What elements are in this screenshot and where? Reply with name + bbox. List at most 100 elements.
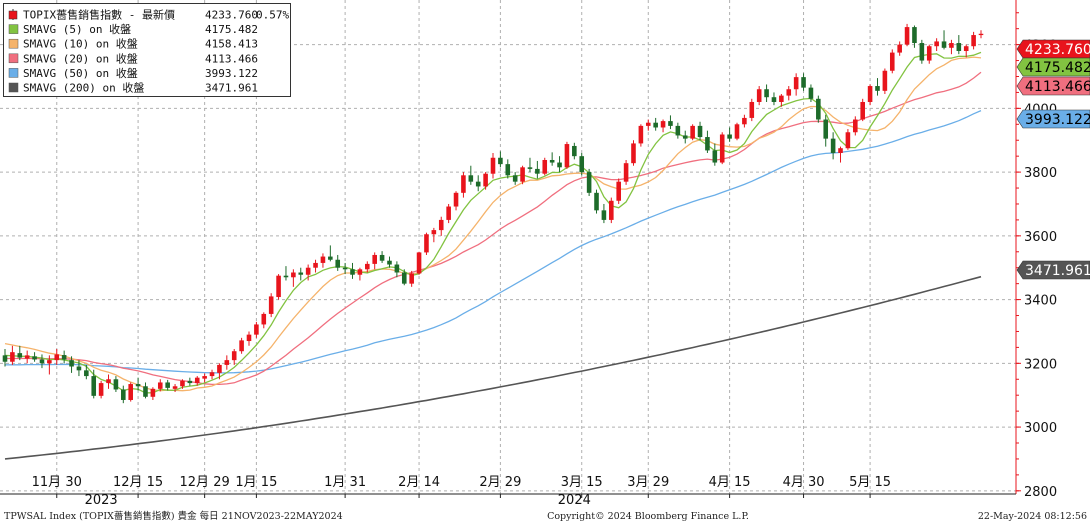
candle-icon xyxy=(8,10,18,20)
candle-body xyxy=(39,359,45,364)
candle xyxy=(660,119,666,133)
candle-body xyxy=(401,272,407,284)
candle xyxy=(365,261,370,273)
candle xyxy=(889,49,895,74)
candle-body xyxy=(535,168,540,174)
candle-body xyxy=(424,234,429,253)
candle-body xyxy=(84,370,89,377)
candle xyxy=(535,160,540,179)
footer-left: TPWSAL Index (TOPIX薔售銷售指數) 貴金 每日 21NOV20… xyxy=(4,510,343,522)
candle-body xyxy=(601,210,607,220)
candle xyxy=(424,232,429,255)
candle-body xyxy=(202,376,207,379)
x-tick-label: 3月 15 xyxy=(561,475,603,490)
candle-body xyxy=(801,77,806,88)
candle xyxy=(231,348,237,365)
candle-body xyxy=(47,360,52,364)
footer-copyright: Copyright© 2024 Bloomberg Finance L.P. xyxy=(547,511,749,522)
candle xyxy=(291,269,296,287)
candle-body xyxy=(860,101,865,120)
candle xyxy=(468,165,474,185)
candle-body xyxy=(808,87,814,99)
candle-body xyxy=(616,181,621,201)
candle-body xyxy=(239,340,244,352)
candle-body xyxy=(867,86,873,102)
legend-value: 4113.466 xyxy=(205,52,258,65)
candle xyxy=(416,251,422,275)
candle-body xyxy=(335,259,341,268)
square-icon xyxy=(8,82,19,93)
candle-body xyxy=(231,351,237,361)
candle-body xyxy=(217,364,222,373)
candle-body xyxy=(91,376,97,396)
candle-body xyxy=(254,324,259,335)
candle xyxy=(853,116,858,136)
candle xyxy=(712,143,718,166)
candle xyxy=(475,175,481,192)
candle-body xyxy=(653,122,658,128)
candle xyxy=(24,350,30,364)
candle-body xyxy=(609,200,614,220)
candle-body xyxy=(106,379,111,384)
square-icon xyxy=(8,38,19,49)
candle-body xyxy=(682,135,688,139)
candle xyxy=(328,245,333,262)
legend-box xyxy=(3,3,291,97)
candle-body xyxy=(61,355,67,360)
moving-averages xyxy=(4,51,982,460)
candle xyxy=(246,331,252,346)
candle xyxy=(394,261,400,278)
candle-body xyxy=(416,252,422,274)
candle xyxy=(180,379,185,389)
candle xyxy=(431,227,437,243)
candle-body xyxy=(572,145,577,157)
candle xyxy=(675,122,681,139)
candle-body xyxy=(409,273,414,284)
legend-value: 4233.760 xyxy=(205,9,258,22)
legend-item: SMAVG (10) on 收盤 4158.413 xyxy=(8,37,258,51)
candle xyxy=(261,312,267,329)
legend-item: SMAVG (5) on 收盤 4175.482 xyxy=(8,22,258,36)
x-tick-label: 4月 30 xyxy=(783,475,825,490)
candle-body xyxy=(394,264,400,273)
candle xyxy=(483,172,488,190)
candle-body xyxy=(719,134,725,163)
candle xyxy=(461,172,466,198)
candle xyxy=(926,44,932,64)
candle xyxy=(69,356,74,373)
candle-body xyxy=(926,46,932,61)
candle xyxy=(904,23,910,47)
candle-body xyxy=(475,181,481,187)
candle xyxy=(705,130,710,153)
candle xyxy=(39,354,45,369)
candle-body xyxy=(10,352,15,362)
candle xyxy=(949,39,954,55)
candles xyxy=(2,23,984,404)
candle xyxy=(298,267,304,281)
candle xyxy=(719,132,725,165)
candle xyxy=(305,264,311,281)
candle xyxy=(823,114,829,147)
candle-body xyxy=(512,175,518,182)
sma-line-50 xyxy=(4,110,982,374)
candle-body xyxy=(764,89,769,98)
candle-body xyxy=(32,356,37,360)
candle xyxy=(875,78,880,96)
candle xyxy=(217,363,222,380)
legend-change: 0.57% xyxy=(256,9,289,22)
legend-label: SMAVG (200) on 收盤 xyxy=(23,81,144,95)
candle-body xyxy=(668,121,673,126)
square-icon xyxy=(8,68,19,78)
candle xyxy=(631,140,636,166)
candle xyxy=(638,124,644,147)
candle-body xyxy=(387,260,392,265)
x-year-label: 2024 xyxy=(558,493,591,508)
candle xyxy=(542,157,548,176)
candle-body xyxy=(172,386,178,389)
candle xyxy=(860,98,865,122)
candle xyxy=(616,178,621,204)
candle xyxy=(793,73,799,96)
